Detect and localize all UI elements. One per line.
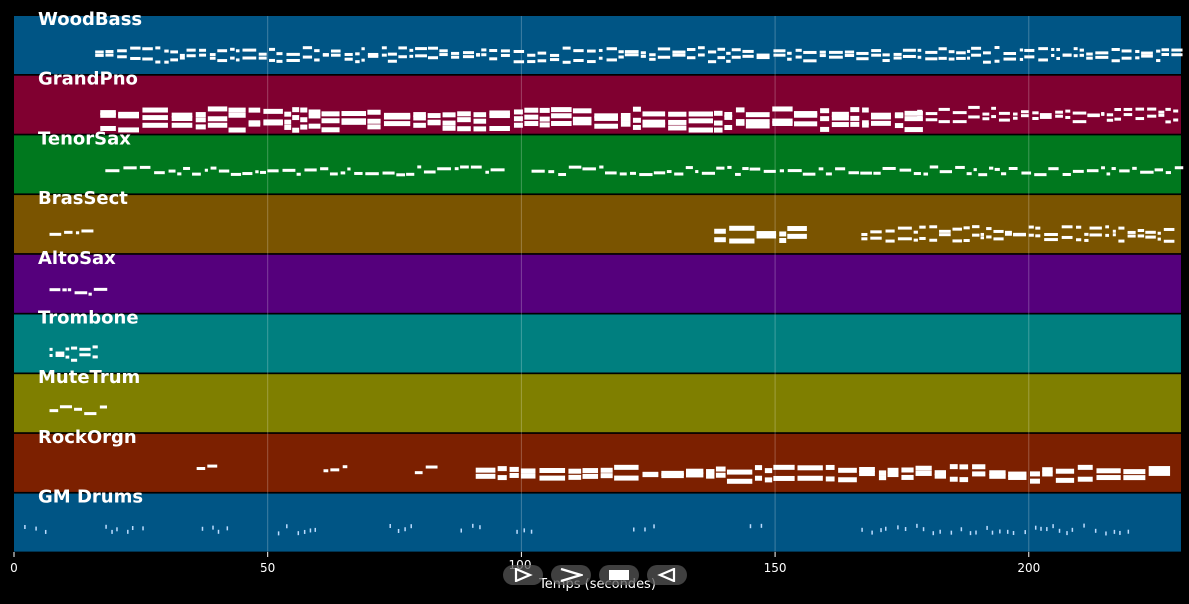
track-band-3 xyxy=(14,195,1181,254)
track-label-3: BrasSect xyxy=(38,188,128,209)
track-notes-2 xyxy=(105,165,1184,177)
track-band-6 xyxy=(14,374,1181,433)
track-notes-0 xyxy=(95,46,1183,64)
x-tick-label-50: 50 xyxy=(260,561,275,575)
track-notes-5 xyxy=(49,345,98,362)
track-label-5: Trombone xyxy=(38,308,139,329)
track-band-7 xyxy=(14,433,1181,492)
play-icon xyxy=(514,568,533,582)
time-grid xyxy=(267,16,1030,552)
track-label-6: MuteTrum xyxy=(38,367,140,388)
fast-forward-button[interactable] xyxy=(551,565,591,585)
track-notes-4 xyxy=(49,287,108,296)
rewind-button[interactable] xyxy=(647,565,687,585)
track-band-4 xyxy=(14,254,1181,313)
track-label-4: AltoSax xyxy=(38,248,116,269)
track-band-8 xyxy=(14,493,1181,552)
track-bands xyxy=(14,16,1181,552)
fast-forward-icon xyxy=(560,568,583,582)
track-label-2: TenorSax xyxy=(38,128,131,149)
track-notes-7 xyxy=(196,464,1171,484)
track-notes-3 xyxy=(49,225,1175,244)
rewind-icon xyxy=(657,568,676,582)
track-label-8: GM Drums xyxy=(38,487,143,508)
track-label-1: GrandPno xyxy=(38,69,138,90)
track-notes-8 xyxy=(24,523,1130,536)
track-band-5 xyxy=(14,314,1181,373)
track-notes-6 xyxy=(49,405,108,416)
track-band-2 xyxy=(14,135,1181,194)
track-labels: WoodBass GrandPno TenorSax BrasSect AltoSax T… xyxy=(38,9,143,508)
note-layer xyxy=(24,46,1184,536)
x-axis: 0 50 150 200 xyxy=(10,552,1040,575)
x-tick-label-200: 200 xyxy=(1017,561,1040,575)
track-band-0 xyxy=(14,16,1181,74)
track-notes-1 xyxy=(100,105,1179,133)
play-button[interactable] xyxy=(503,565,543,585)
track-label-7: RockOrgn xyxy=(38,427,137,448)
x-tick-label-0: 0 xyxy=(10,561,18,575)
stop-button[interactable] xyxy=(599,565,639,585)
track-label-0: WoodBass xyxy=(38,9,142,30)
x-tick-label-150: 150 xyxy=(764,561,787,575)
stop-icon xyxy=(609,570,629,580)
